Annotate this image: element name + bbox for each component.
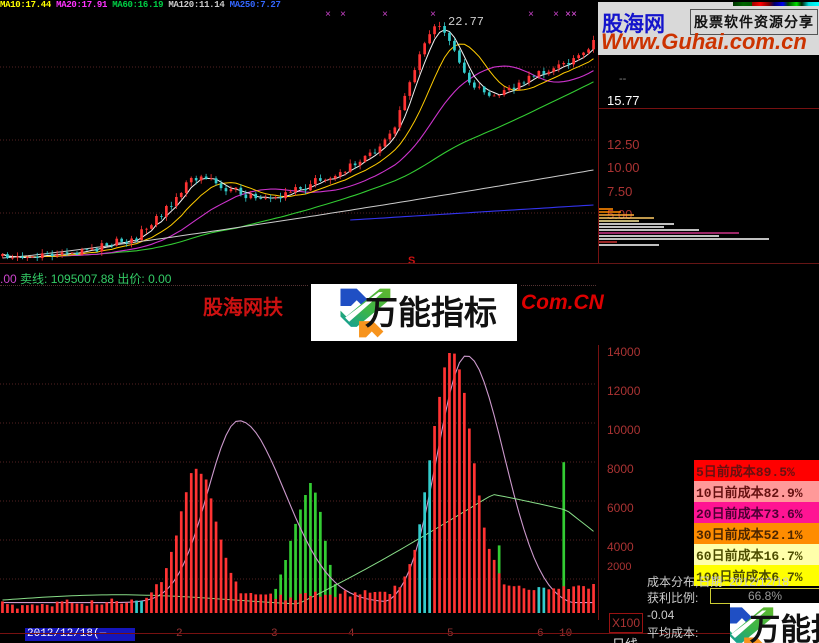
svg-text:万能指标: 万能指标 (365, 294, 497, 331)
svg-text:万能指标: 万能指标 (750, 612, 819, 643)
